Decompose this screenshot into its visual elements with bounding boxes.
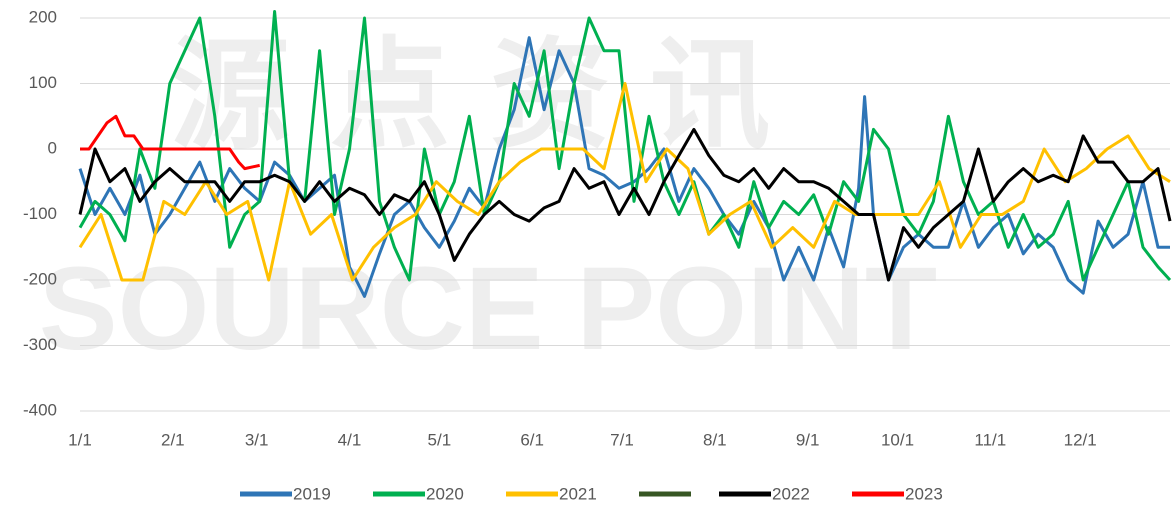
watermark: 源点资讯 SOURCE POINT: [39, 29, 937, 375]
x-tick-label: 5/1: [428, 430, 452, 449]
legend-label: 2020: [426, 484, 464, 503]
watermark-en: SOURCE POINT: [39, 243, 937, 375]
series-line: [78, 127, 1172, 282]
series-line: [78, 36, 1170, 298]
x-tick-label: 2/1: [161, 430, 185, 449]
legend-label: 2022: [772, 484, 810, 503]
x-tick-label: 6/1: [520, 430, 544, 449]
y-tick-label: -300: [23, 335, 57, 354]
watermark-cn: 源点资讯: [170, 29, 810, 163]
x-tick-label: 4/1: [338, 430, 362, 449]
y-tick-label: 0: [48, 138, 57, 157]
series-line: [80, 114, 261, 171]
x-tick-label: 9/1: [796, 430, 820, 449]
x-tick-label: 11/1: [974, 430, 1006, 449]
legend-label: 2021: [559, 484, 597, 503]
x-tick-label: 3/1: [245, 430, 269, 449]
x-tick-label: 7/1: [610, 430, 634, 449]
x-tick-label: 1/1: [68, 430, 92, 449]
y-tick-label: -100: [23, 204, 57, 223]
x-tick-label: 12/1: [1064, 430, 1097, 449]
x-tick-label: 10/1: [881, 430, 914, 449]
series-line: [78, 82, 1171, 282]
y-tick-label: 200: [29, 7, 57, 26]
y-tick-label: -400: [23, 400, 57, 419]
x-tick-label: 8/1: [703, 430, 727, 449]
legend-label: 2019: [293, 484, 331, 503]
y-tick-label: 100: [29, 73, 57, 92]
legend-label: 2023: [905, 484, 943, 503]
series-line: [78, 10, 1172, 282]
y-tick-label: -200: [23, 269, 57, 288]
